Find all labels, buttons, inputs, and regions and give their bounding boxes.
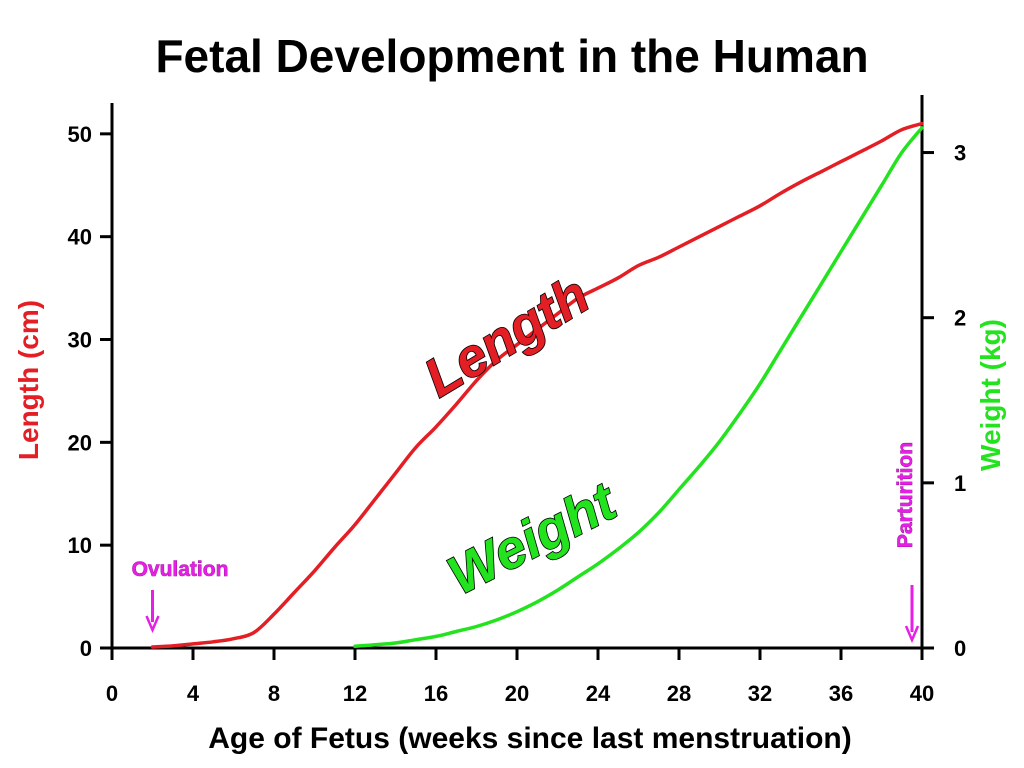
ovulation-arrow-head <box>145 615 160 634</box>
ovulation-arrow-icon <box>145 590 160 634</box>
y-tick-label-left: 10 <box>68 533 92 558</box>
y-tick-label-left: 40 <box>68 225 92 250</box>
y-tick-label-right: 0 <box>954 636 966 661</box>
x-ticks: 0 4 8 12 16 20 24 28 32 36 40 <box>106 648 934 706</box>
x-axis-label: Age of Fetus (weeks since last menstruat… <box>208 722 852 755</box>
y-tick-label-left: 50 <box>68 122 92 147</box>
y-tick-label-right: 3 <box>954 141 966 166</box>
x-tick-label: 8 <box>268 681 280 706</box>
x-tick-label: 4 <box>187 681 200 706</box>
chart-title: Fetal Development in the Human <box>155 30 868 82</box>
y-tick-label-right: 1 <box>954 471 966 496</box>
y-axis-label-right: Weight (kg) <box>975 319 1006 471</box>
series-line-weight <box>353 126 924 649</box>
parturition-arrow-icon <box>904 585 920 644</box>
y-ticks-left: 0 10 20 30 40 50 <box>68 122 112 661</box>
x-tick-label: 0 <box>106 681 118 706</box>
y-tick-label-right: 2 <box>954 306 966 331</box>
y-tick-label-left: 20 <box>68 430 92 455</box>
series-line-length <box>150 121 924 649</box>
x-tick-label: 16 <box>424 681 448 706</box>
parturition-arrow-head <box>904 625 920 644</box>
x-tick-label: 28 <box>667 681 691 706</box>
weight-curve-label: Weight <box>438 471 627 607</box>
x-tick-label: 12 <box>343 681 367 706</box>
x-tick-label: 36 <box>829 681 853 706</box>
parturition-label: Parturition <box>894 442 917 548</box>
length-curve-label: Length <box>414 265 599 409</box>
y-axis-label-left: Length (cm) <box>13 300 44 460</box>
x-tick-label: 40 <box>910 681 934 706</box>
y-ticks-right: 0 1 2 3 <box>922 141 966 661</box>
y-tick-label-left: 30 <box>68 328 92 353</box>
x-tick-label: 20 <box>505 681 529 706</box>
y-tick-label-left: 0 <box>80 636 92 661</box>
ovulation-label: Ovulation <box>132 558 229 581</box>
x-tick-label: 32 <box>748 681 772 706</box>
x-tick-label: 24 <box>586 681 611 706</box>
